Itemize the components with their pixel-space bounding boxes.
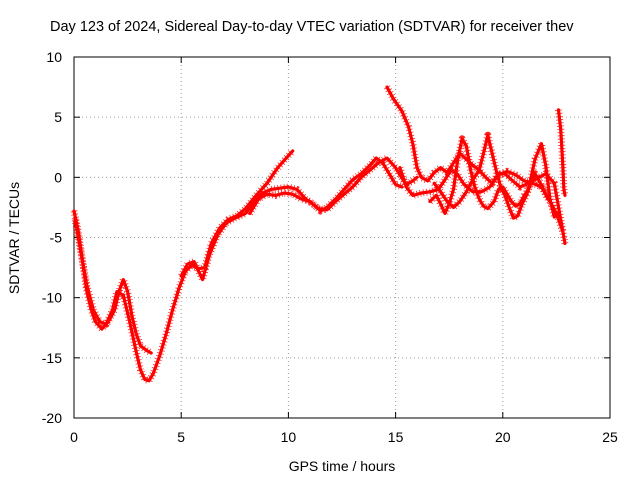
- chart-title: Day 123 of 2024, Sidereal Day-to-day VTE…: [50, 19, 574, 35]
- series-line-track-3: [179, 156, 404, 282]
- y-tick-label: -15: [42, 350, 62, 366]
- x-tick-label: 0: [70, 429, 78, 445]
- y-tick-label: -5: [50, 230, 63, 246]
- series-group: [70, 85, 569, 385]
- x-axis-label: GPS time / hours: [289, 458, 396, 474]
- x-tick-label: 15: [388, 429, 404, 445]
- y-tick-label: 0: [54, 169, 62, 185]
- x-tick-label: 25: [602, 429, 618, 445]
- y-axis-label: SDTVAR / TECUs: [6, 182, 22, 294]
- y-tick-label: 10: [46, 49, 62, 65]
- series-line-track-9: [556, 108, 567, 197]
- series-line-track-4: [248, 156, 419, 215]
- axis-ticks: 0 5 10 15 20 25 -20 -15 -10 -5 0 5 10: [42, 49, 618, 445]
- y-tick-label: -20: [42, 410, 62, 426]
- series-line-track-7: [428, 137, 561, 219]
- x-tick-label: 5: [177, 429, 185, 445]
- series-line-track-8: [432, 133, 550, 220]
- x-tick-label: 10: [281, 429, 297, 445]
- y-tick-label: -10: [42, 290, 62, 306]
- x-tick-label: 20: [495, 429, 511, 445]
- y-tick-label: 5: [54, 109, 62, 125]
- grid: [74, 57, 610, 418]
